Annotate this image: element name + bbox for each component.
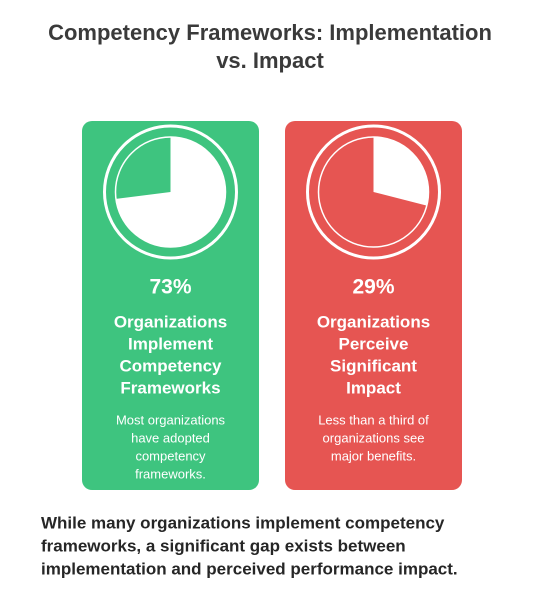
card-description: frameworks. [135,466,206,481]
card-description: organizations see [323,430,425,445]
card-heading: Impact [346,378,401,397]
title: Competency Frameworks: Implementation [48,20,492,45]
percent-label: 29% [352,276,394,299]
percent-label: 73% [149,276,191,299]
footer-text: frameworks, a significant gap exists bet… [41,536,406,555]
card-heading: Implement [128,334,213,353]
card-heading: Frameworks [120,378,220,397]
card-description: major benefits. [331,448,416,463]
pie-ring [306,124,441,260]
title: vs. Impact [216,48,324,73]
pie-ring [103,124,238,260]
footer-text: implementation and perceived performance… [41,559,458,578]
card-description: Most organizations [116,412,226,427]
card-heading: Perceive [339,334,409,353]
card-heading: Significant [330,356,417,375]
pie-slice [373,137,429,206]
pie-slice [115,137,226,247]
card-description: have adopted [131,430,210,445]
card-description: Less than a third of [318,412,429,427]
card-heading: Competency [119,356,222,375]
card-description: competency [135,448,206,463]
footer-text: While many organizations implement compe… [41,513,445,532]
card [285,121,462,490]
card-heading: Organizations [317,312,430,331]
card-heading: Organizations [114,312,227,331]
